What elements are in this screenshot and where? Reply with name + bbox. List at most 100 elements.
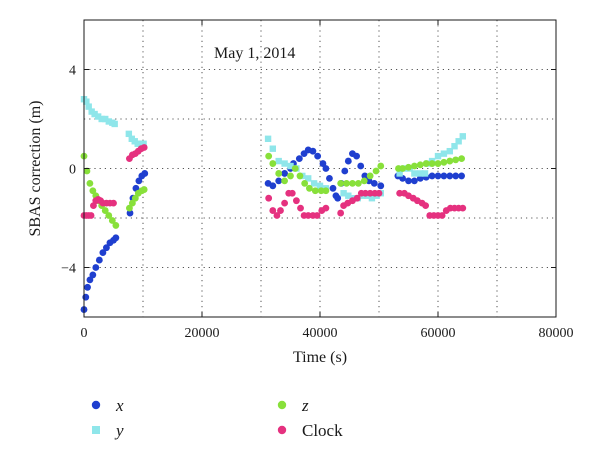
point-z — [83, 167, 91, 175]
point-z — [434, 160, 442, 167]
point-y — [316, 182, 324, 190]
point-x — [275, 177, 283, 185]
x-axis-label: Time (s) — [293, 349, 347, 366]
point-z — [126, 204, 133, 212]
point-z — [354, 179, 362, 187]
point-y — [140, 140, 147, 147]
point-clock — [288, 189, 296, 197]
point-y — [125, 130, 133, 138]
series-clock — [80, 144, 467, 219]
point-clock — [322, 204, 330, 212]
point-y — [396, 170, 403, 177]
point-clock — [353, 194, 361, 202]
point-y — [340, 190, 347, 197]
point-z — [305, 184, 313, 192]
point-clock — [362, 189, 369, 197]
point-z — [287, 172, 294, 180]
point-z — [105, 212, 113, 219]
point-x — [405, 177, 412, 185]
point-z — [89, 187, 97, 195]
legend-marker-x — [91, 400, 101, 410]
point-x — [92, 264, 100, 271]
point-y — [105, 118, 112, 125]
point-x — [89, 271, 97, 279]
point-z — [416, 161, 424, 169]
point-y — [345, 192, 352, 199]
point-z — [265, 152, 273, 160]
point-x — [334, 194, 342, 202]
point-z — [422, 160, 430, 167]
grid-lines — [84, 20, 556, 317]
point-clock — [140, 144, 148, 151]
point-x — [411, 177, 418, 185]
date-annotation: May 1, 2014 — [214, 45, 295, 62]
point-x — [357, 162, 365, 170]
point-x — [322, 165, 330, 172]
point-z — [349, 179, 356, 187]
point-y — [310, 180, 318, 187]
point-x — [452, 172, 460, 180]
point-clock — [396, 189, 404, 197]
point-x — [95, 256, 103, 264]
point-y — [451, 143, 458, 150]
point-y — [368, 195, 376, 202]
point-z — [405, 163, 412, 171]
point-z — [86, 179, 94, 187]
point-z — [140, 186, 148, 193]
point-z — [101, 207, 109, 214]
series-z — [80, 152, 465, 229]
point-y — [287, 162, 294, 170]
point-y — [434, 152, 442, 160]
point-y — [275, 157, 282, 165]
point-x — [84, 283, 91, 291]
point-x — [141, 170, 149, 177]
point-x — [353, 152, 360, 160]
point-clock — [297, 204, 304, 212]
point-clock — [459, 204, 467, 212]
point-x — [329, 184, 337, 192]
point-clock — [269, 207, 277, 214]
y-tick-label: −4 — [61, 262, 76, 277]
point-z — [131, 194, 139, 202]
point-z — [269, 160, 277, 167]
point-y — [459, 133, 466, 140]
point-x — [458, 172, 465, 180]
point-x — [269, 182, 277, 190]
point-y — [417, 170, 424, 177]
point-clock — [281, 199, 288, 207]
point-x — [99, 249, 107, 257]
legend-marker-y — [92, 426, 100, 434]
legend-item-x: x — [91, 396, 124, 415]
point-z — [291, 165, 299, 172]
data-marks — [80, 96, 467, 313]
point-x — [344, 157, 352, 165]
point-clock — [273, 212, 281, 219]
point-y — [83, 98, 90, 105]
point-y — [264, 135, 272, 142]
point-x — [126, 209, 134, 217]
point-clock — [313, 212, 321, 219]
legend: xy z Clock — [91, 396, 343, 440]
point-clock — [265, 194, 273, 202]
point-y — [98, 115, 105, 123]
point-clock — [304, 212, 312, 219]
legend-label-x: x — [115, 396, 124, 415]
legend-item-clock: Clock — [277, 421, 343, 440]
point-clock — [87, 212, 95, 219]
legend-marker-z — [277, 400, 287, 410]
point-z — [112, 222, 120, 229]
point-z — [399, 165, 406, 172]
point-x — [377, 182, 385, 190]
point-x — [370, 179, 378, 187]
point-clock — [422, 202, 430, 210]
point-x — [295, 155, 303, 163]
point-z — [317, 187, 325, 195]
point-x — [309, 147, 317, 155]
x-tick-label: 80000 — [539, 326, 574, 341]
y-tick-label: 0 — [69, 163, 76, 178]
legend-item-y: y — [92, 421, 124, 440]
point-clock — [277, 207, 284, 214]
axis-ticks: 0 20000 40000 60000 80000 −4 0 4 — [61, 20, 574, 341]
point-y — [446, 147, 453, 155]
